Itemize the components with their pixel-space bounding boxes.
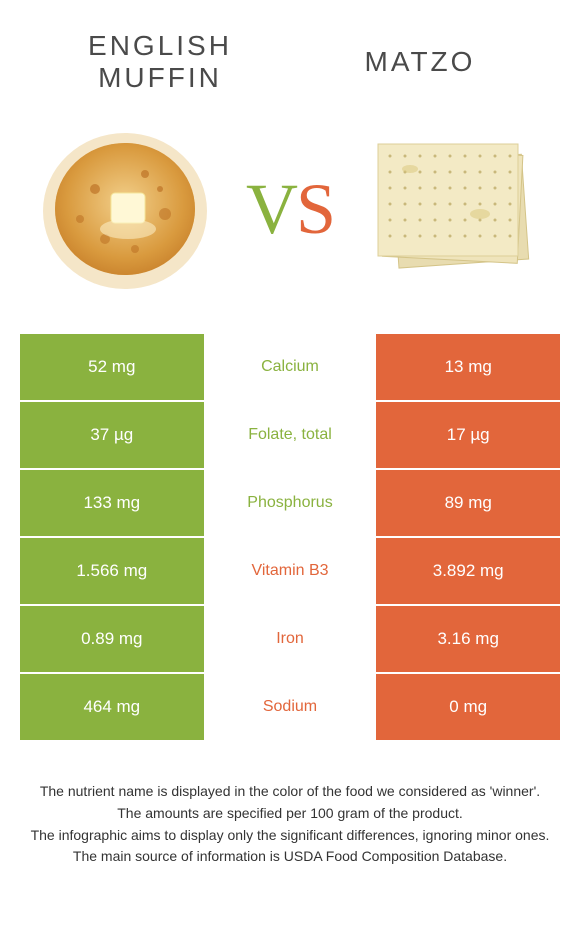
left-value: 133 mg: [20, 470, 204, 536]
right-value: 0 mg: [376, 674, 560, 740]
matzo-image: [360, 114, 550, 304]
nutrient-label: Iron: [204, 606, 377, 672]
images-row: VS: [0, 104, 580, 324]
nutrient-label: Phosphorus: [204, 470, 377, 536]
vs-v: V: [246, 169, 296, 249]
right-value: 3.892 mg: [376, 538, 560, 604]
table-row: 464 mgSodium0 mg: [20, 674, 560, 740]
left-value: 464 mg: [20, 674, 204, 740]
left-value: 0.89 mg: [20, 606, 204, 672]
footnote-line: The amounts are specified per 100 gram o…: [30, 804, 550, 824]
nutrient-label: Sodium: [204, 674, 377, 740]
right-value: 89 mg: [376, 470, 560, 536]
footnote-line: The nutrient name is displayed in the co…: [30, 782, 550, 802]
nutrient-label: Calcium: [204, 334, 377, 400]
vs-s: S: [296, 169, 334, 249]
comparison-table: 52 mgCalcium13 mg37 µgFolate, total17 µg…: [20, 334, 560, 740]
vs-label: VS: [246, 168, 334, 251]
table-row: 0.89 mgIron3.16 mg: [20, 606, 560, 672]
right-value: 13 mg: [376, 334, 560, 400]
table-row: 133 mgPhosphorus89 mg: [20, 470, 560, 536]
nutrient-label: Folate, total: [204, 402, 377, 468]
footnotes: The nutrient name is displayed in the co…: [0, 742, 580, 888]
left-value: 37 µg: [20, 402, 204, 468]
left-food-title: English muffin: [50, 30, 270, 94]
left-value: 1.566 mg: [20, 538, 204, 604]
right-food-title: Matzo: [310, 46, 530, 78]
nutrient-label: Vitamin B3: [204, 538, 377, 604]
left-value: 52 mg: [20, 334, 204, 400]
footnote-line: The infographic aims to display only the…: [30, 826, 550, 846]
footnote-line: The main source of information is USDA F…: [30, 847, 550, 867]
table-row: 52 mgCalcium13 mg: [20, 334, 560, 400]
table-row: 37 µgFolate, total17 µg: [20, 402, 560, 468]
english-muffin-image: [30, 114, 220, 304]
table-row: 1.566 mgVitamin B33.892 mg: [20, 538, 560, 604]
right-value: 3.16 mg: [376, 606, 560, 672]
right-value: 17 µg: [376, 402, 560, 468]
header: English muffin Matzo: [0, 0, 580, 104]
